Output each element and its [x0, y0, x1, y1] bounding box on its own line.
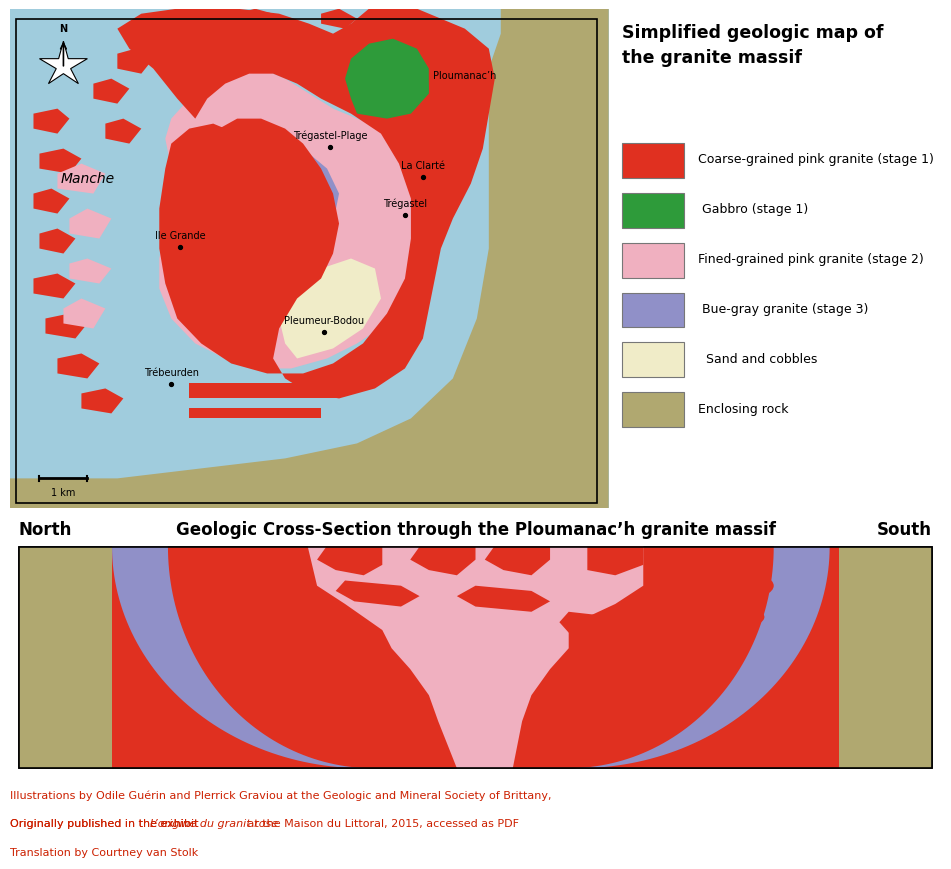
Polygon shape	[19, 547, 122, 768]
Polygon shape	[117, 49, 153, 74]
Polygon shape	[33, 189, 69, 214]
Polygon shape	[93, 79, 129, 103]
Text: Coarse-grained pink granite (stage 1): Coarse-grained pink granite (stage 1)	[698, 153, 934, 166]
Text: Geologic Cross-Section through the Ploumanac’h granite massif: Geologic Cross-Section through the Ploum…	[176, 521, 775, 539]
Polygon shape	[106, 119, 142, 143]
Polygon shape	[112, 547, 373, 768]
Polygon shape	[33, 109, 69, 134]
Polygon shape	[159, 69, 435, 368]
Polygon shape	[321, 9, 357, 29]
Text: South: South	[877, 521, 932, 539]
Polygon shape	[189, 408, 321, 419]
Text: Originally published in the exhibit: Originally published in the exhibit	[10, 819, 202, 829]
Polygon shape	[237, 9, 273, 23]
Text: Pleumeur-Bodou: Pleumeur-Bodou	[284, 316, 364, 326]
Text: at the Maison du Littoral, 2015, accessed as PDF: at the Maison du Littoral, 2015, accesse…	[244, 819, 519, 829]
Polygon shape	[189, 383, 339, 398]
Polygon shape	[69, 259, 111, 283]
Polygon shape	[485, 547, 550, 575]
Bar	[19, 547, 932, 768]
Polygon shape	[456, 586, 550, 612]
Text: Trégastel-Plage: Trégastel-Plage	[293, 131, 367, 142]
Polygon shape	[57, 354, 100, 379]
Polygon shape	[308, 547, 643, 768]
Polygon shape	[165, 123, 339, 269]
Polygon shape	[82, 388, 124, 414]
Text: N: N	[59, 23, 68, 34]
Text: Fined-grained pink granite (stage 2): Fined-grained pink granite (stage 2)	[698, 253, 923, 266]
Polygon shape	[40, 229, 75, 254]
Bar	[622, 143, 684, 177]
Polygon shape	[64, 299, 106, 328]
Polygon shape	[588, 547, 643, 575]
Bar	[622, 193, 684, 228]
Polygon shape	[829, 547, 932, 768]
Text: Manche: Manche	[60, 171, 114, 186]
Polygon shape	[280, 34, 321, 54]
Polygon shape	[69, 209, 111, 239]
Polygon shape	[429, 63, 465, 89]
Text: Bue-gray granite (stage 3): Bue-gray granite (stage 3)	[698, 303, 868, 316]
Polygon shape	[569, 547, 829, 768]
Polygon shape	[280, 259, 381, 359]
Polygon shape	[202, 39, 237, 59]
Polygon shape	[33, 274, 75, 299]
Text: Trégastel: Trégastel	[383, 198, 427, 209]
Polygon shape	[369, 19, 411, 43]
Text: Ploumanac’h: Ploumanac’h	[433, 71, 496, 81]
Text: Illustrations by Odile Guérin and Plerrick Graviou at the Geologic and Mineral S: Illustrations by Odile Guérin and Plerri…	[10, 791, 551, 801]
Polygon shape	[410, 547, 476, 575]
Text: Enclosing rock: Enclosing rock	[698, 403, 788, 416]
Polygon shape	[345, 39, 429, 119]
Polygon shape	[39, 41, 87, 83]
Text: Originally published in the exhibit: Originally published in the exhibit	[10, 819, 202, 829]
Polygon shape	[40, 149, 82, 174]
Polygon shape	[393, 19, 441, 43]
Text: Ile Grande: Ile Grande	[155, 231, 205, 241]
Text: Translation by Courtney van Stolk: Translation by Courtney van Stolk	[10, 848, 198, 859]
Bar	[622, 393, 684, 428]
Text: L’origine du granit rose: L’origine du granit rose	[150, 819, 279, 829]
Text: Gabbro (stage 1): Gabbro (stage 1)	[698, 203, 808, 216]
Polygon shape	[117, 9, 495, 398]
Polygon shape	[10, 9, 609, 508]
Polygon shape	[336, 580, 419, 607]
Polygon shape	[46, 314, 87, 338]
Text: Sand and cobbles: Sand and cobbles	[698, 353, 817, 366]
Text: 1 km: 1 km	[51, 488, 76, 499]
Text: Trébeurden: Trébeurden	[144, 368, 199, 379]
Text: Simplified geologic map of
the granite massif: Simplified geologic map of the granite m…	[622, 23, 883, 67]
Text: North: North	[19, 521, 72, 539]
Bar	[622, 242, 684, 277]
Ellipse shape	[718, 573, 774, 599]
Ellipse shape	[728, 608, 765, 626]
Polygon shape	[57, 163, 106, 194]
Bar	[622, 293, 684, 328]
Polygon shape	[559, 612, 625, 638]
Polygon shape	[317, 547, 382, 575]
Polygon shape	[112, 547, 839, 768]
Bar	[19, 547, 932, 768]
Text: La Clarté: La Clarté	[401, 161, 445, 171]
Bar	[622, 342, 684, 377]
